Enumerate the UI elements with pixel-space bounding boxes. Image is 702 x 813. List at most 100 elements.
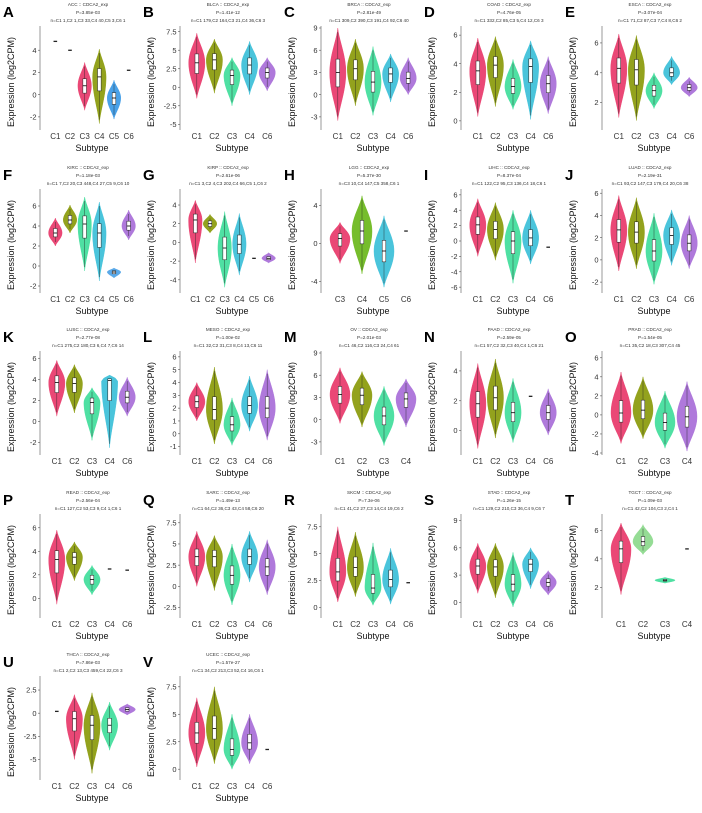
x-tick-label: C6 [403,620,414,629]
x-tick-label: C1 [192,457,203,466]
single-point [546,246,550,248]
box [662,412,668,431]
y-tick-label: 0 [32,262,36,271]
box [616,219,621,243]
violin-C6 [258,369,276,441]
box [89,397,95,415]
y-tick-label: -2 [592,430,599,439]
violin-C5 [252,257,256,259]
panel-stat: P=2.56e-04 [76,498,100,503]
y-tick-label: 0 [32,417,36,426]
x-tick-label: C2 [209,782,220,791]
x-tick-label: C6 [122,782,133,791]
x-tick-label: C1 [473,295,484,304]
violin-C2 [628,35,645,121]
violin-C4 [395,378,417,428]
y-tick-label: -2 [592,278,599,287]
box [54,550,59,574]
panel-G: G KIRP :: CDCA2_exp P=2.61e-06 n=C1 3,C2 4,… [140,163,280,326]
violin-C6 [118,703,136,716]
y-tick-label: 0 [32,594,36,603]
x-tick-label: C1 [473,457,484,466]
violin-C3 [504,59,522,110]
violin-C4 [241,41,258,95]
box [72,377,77,393]
y-tick-label: 6 [32,354,36,363]
x-tick-label: C4 [94,295,105,304]
violin-C1 [610,195,628,272]
y-axis-title: Expression (log2CPM) [146,525,156,615]
y-tick-label: 0 [313,239,317,248]
y-axis-title: Expression (log2CPM) [427,37,437,127]
panel-counts: n=C1 332,C2 85,C3 5,C4 12,C6 3 [474,18,544,23]
y-tick-label: 1 [172,417,176,426]
violin-C4 [241,376,258,432]
panel-N: N PAAD :: CDCA2_exp P=2.59e-05 n=C1 57,C2 3… [421,325,561,488]
y-tick-label: -2.5 [164,101,177,110]
box [475,558,480,575]
y-tick-label: 2 [32,396,36,405]
panel-stat: P=2.81e-49 [357,10,381,15]
box [353,59,358,81]
violin-C3 [373,386,395,446]
panel-counts: n=C1 2,C2 13,C3 459,C4 22,C6 3 [53,668,123,673]
y-tick-label: 0 [313,90,317,99]
box [212,715,217,740]
y-tick-label: 0 [32,90,36,99]
single-point [107,568,112,570]
violin-C2 [203,214,217,234]
x-axis-title: Subtype [637,631,670,641]
y-tick-label: 4 [32,375,36,384]
y-axis-title: Expression (log2CPM) [146,200,156,290]
x-axis-title: Subtype [356,631,389,641]
panel-stat: P=3.07e-04 [638,10,662,15]
violin-C3 [223,397,241,447]
box [640,399,646,419]
y-tick-label: 3 [313,393,317,402]
y-tick-label: -2 [30,112,37,121]
y-tick-label: 0 [172,765,176,774]
panel-stat: P=1.49e-13 [216,498,240,503]
violin-C1 [469,363,487,449]
box [528,559,533,572]
box [97,68,102,92]
y-tick-label: 2 [453,88,457,97]
violin-C1 [55,710,59,713]
y-axis-title: Expression (log2CPM) [6,525,16,615]
y-axis-title: Expression (log2CPM) [146,37,156,127]
x-tick-label: C5 [379,295,390,304]
box [493,221,498,239]
x-tick-label: C1 [473,620,484,629]
panel-V: V UCEC :: CDCA2_exp P=1.57e-27 n=C1 34,C2 2… [140,650,280,813]
y-tick-label: 3 [453,571,457,580]
box [528,58,533,83]
violin-C2 [628,197,645,269]
y-tick-label: 2 [594,391,598,400]
panel-B: B BLCA :: CDCA2_exp P=1.41e-12 n=C1 179,C2 … [140,0,280,163]
panel-stat: P=1.41e-12 [216,10,240,15]
violin-C3 [83,692,101,774]
x-tick-label: C2 [350,620,361,629]
x-axis-title: Subtype [75,143,108,153]
violin-C6 [121,209,136,241]
x-tick-label: C3 [220,295,231,304]
panel-U: U THCA :: CDCA2_exp P=7.86e-03 n=C1 2,C2 13… [0,650,140,813]
violin-C1 [53,40,58,43]
panel-Q: Q SARC :: CDCA2_exp P=1.49e-13 n=C1 64,C2 3… [140,488,280,651]
panel-counts: n=C1 46,C2 116,C3 24,C4 61 [339,343,400,348]
box [618,400,624,423]
y-tick-label: 0 [172,429,176,438]
x-axis-title: Subtype [215,306,248,316]
x-tick-label: C3 [649,295,660,304]
x-tick-label: C4 [104,620,115,629]
y-tick-label: 4 [594,372,598,381]
y-tick-label: 6 [453,190,457,199]
x-tick-label: C2 [490,457,501,466]
box [475,60,480,85]
